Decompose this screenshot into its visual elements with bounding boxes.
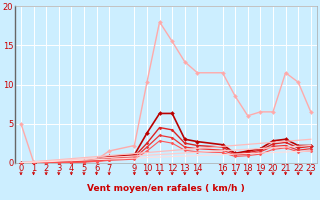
X-axis label: Vent moyen/en rafales ( km/h ): Vent moyen/en rafales ( km/h ) bbox=[87, 184, 245, 193]
